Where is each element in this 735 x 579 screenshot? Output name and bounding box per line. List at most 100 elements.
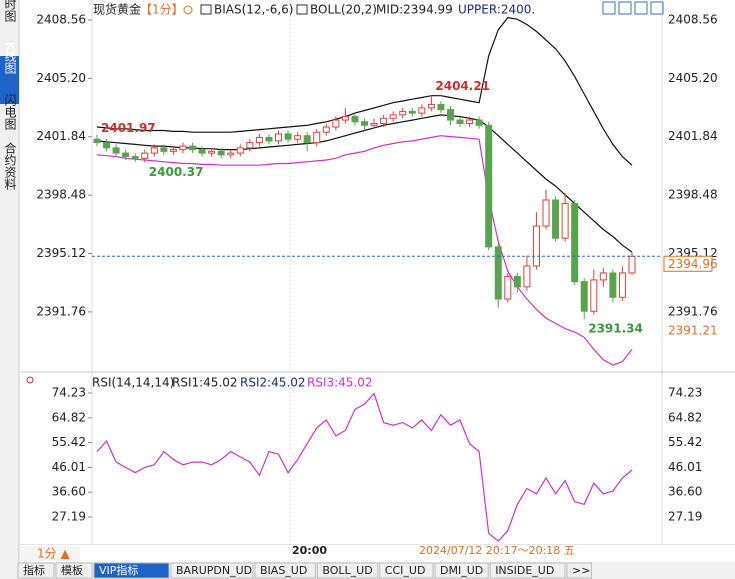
tab-button[interactable] (379, 562, 434, 579)
series-line (96, 392, 633, 543)
candle-body (217, 150, 225, 156)
period-toggle-icon[interactable] (183, 5, 193, 15)
candle-body (389, 114, 397, 119)
tool-button[interactable] (634, 1, 648, 15)
period-box[interactable] (20, 546, 80, 561)
candle-body (475, 119, 483, 126)
time-range: 2024/07/12 20:17～20:18 五 (419, 544, 575, 557)
candle-body (313, 131, 321, 144)
time-axis (20, 545, 735, 562)
y-tick-label: 55.42 (52, 435, 86, 449)
y-tick-label-right: 64.82 (668, 410, 702, 424)
tool-button[interactable] (650, 1, 664, 15)
last-price-label: 2394.96 (668, 257, 718, 271)
tool-button[interactable] (618, 1, 632, 15)
indicator-name: BOLL(20,2) (310, 3, 377, 17)
indicator-icon (296, 4, 308, 15)
candle-body (322, 126, 330, 133)
tab-label[interactable]: BOLL_UD (322, 564, 372, 577)
candle-body (332, 119, 340, 128)
candle-body (418, 107, 426, 114)
candle-body (599, 272, 607, 281)
boll-upper: UPPER:2400. (458, 3, 535, 17)
y-tick-label: 36.60 (52, 485, 86, 499)
tab-label[interactable]: CCI_UD (385, 564, 426, 577)
candle-body (542, 199, 550, 227)
y-tick-label: 2395.12 (36, 246, 86, 260)
indicator-settings-icon[interactable] (26, 376, 34, 384)
candle-body (427, 103, 435, 109)
tab-label[interactable]: >> (572, 564, 590, 577)
candle-body (370, 123, 378, 126)
tab-button[interactable] (434, 562, 489, 579)
y-tick-label: 27.19 (52, 510, 86, 524)
rsi2: RSI2:45.02 (240, 376, 306, 390)
candle-body (294, 135, 302, 140)
price-annotation: 2400.37 (149, 165, 204, 179)
sidebar-tab[interactable]: 分时图 (3, 0, 17, 22)
y-tick-label: 2401.84 (36, 129, 86, 143)
tab-label[interactable]: 模板 (61, 563, 83, 577)
candle-body (150, 147, 158, 154)
y-tick-label: 2405.20 (36, 71, 86, 85)
tab-button[interactable] (93, 562, 170, 579)
candle-body (571, 202, 579, 283)
candle-body (437, 103, 445, 111)
candle-body (408, 110, 416, 114)
price-annotation: 2401.97 (101, 121, 156, 135)
candle-body (380, 117, 388, 125)
tab-label[interactable]: BARUPDN_UD (176, 564, 252, 577)
candle-body (628, 255, 636, 274)
candle-body (532, 225, 540, 267)
candle-body (303, 135, 311, 144)
y-tick-label-right: 46.01 (668, 460, 702, 474)
y-tick-label-right: 2391.76 (668, 304, 718, 318)
tab-label[interactable]: DMI_UD (440, 564, 483, 577)
tab-label[interactable]: INSIDE_UD (495, 564, 554, 577)
rsi-name: RSI(14,14,14) (92, 376, 174, 390)
candle-body (446, 109, 454, 121)
tab-button[interactable] (17, 562, 55, 579)
y-tick-label-right: 2405.20 (668, 71, 718, 85)
candle-body (494, 246, 502, 300)
sidebar-tab[interactable]: 闪电图 (3, 94, 17, 130)
sidebar-tab[interactable]: 合约资料 (3, 141, 17, 190)
y-tick-label: 64.82 (52, 410, 86, 424)
time-label: 20:00 (292, 544, 327, 557)
series-line (96, 16, 633, 166)
candle-body (103, 142, 111, 149)
candle-body (160, 147, 168, 152)
tab-label[interactable]: BIAS_UD (260, 564, 307, 577)
sidebar-tab-active[interactable] (0, 56, 19, 104)
symbol: 现货黄金 (93, 2, 141, 17)
tab-button[interactable] (566, 562, 592, 579)
candle-body (198, 149, 206, 154)
y-tick-label-right: 36.60 (668, 485, 702, 499)
tab-button[interactable] (55, 562, 93, 579)
candle-body (456, 119, 464, 125)
tab-label[interactable]: VIP指标 (99, 563, 138, 577)
candle-body (284, 133, 292, 140)
candle-body (523, 265, 531, 288)
tab-button[interactable] (254, 562, 316, 579)
y-tick-label-right: 74.23 (668, 385, 702, 399)
tab-label[interactable]: 指标 (23, 563, 45, 577)
candle-body (504, 275, 512, 300)
tool-button[interactable] (602, 1, 616, 15)
y-tick-label-right: 2401.84 (668, 129, 718, 143)
price-annotation: 2404.21 (435, 79, 490, 93)
tab-button[interactable] (316, 562, 379, 579)
y-tick-label-right: 2398.48 (668, 188, 718, 202)
candle-body (255, 136, 263, 144)
period[interactable]: 【1分】 (140, 3, 184, 17)
tab-button[interactable] (489, 562, 566, 579)
period-switch[interactable]: 1分 ▲ (37, 547, 70, 561)
sidebar-tab[interactable]: K线图 (3, 42, 17, 74)
candle-body (141, 152, 149, 159)
candle-body (169, 149, 177, 152)
tab-button[interactable] (170, 562, 254, 579)
candle-body (122, 152, 130, 158)
y-tick-label-right: 2408.56 (668, 12, 718, 26)
candle-body (131, 156, 139, 159)
